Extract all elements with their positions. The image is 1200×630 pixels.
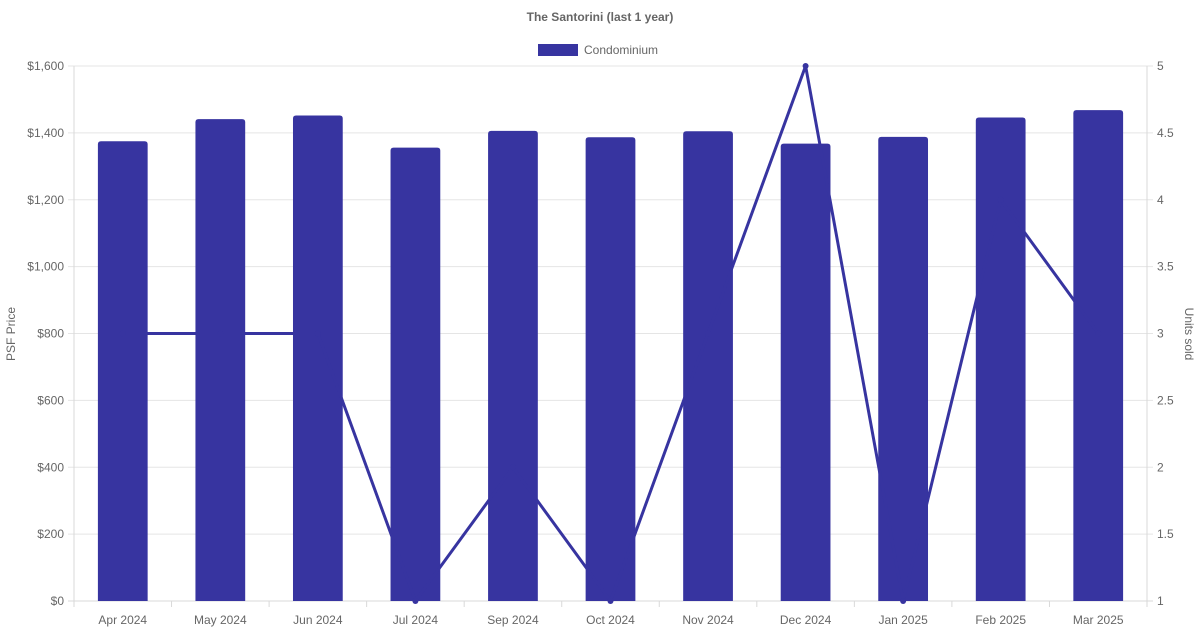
x-tick-label: Jan 2025 xyxy=(878,613,928,627)
y2-tick-label: 4.5 xyxy=(1157,126,1174,140)
bar[interactable] xyxy=(975,117,1026,602)
bar[interactable] xyxy=(390,147,441,601)
y2-tick-label: 1.5 xyxy=(1157,527,1174,541)
bar[interactable] xyxy=(1073,110,1124,601)
bars-layer xyxy=(97,110,1124,602)
line-point[interactable] xyxy=(997,196,1004,203)
chart-title: The Santorini (last 1 year) xyxy=(527,10,674,24)
y-tick-label: $1,000 xyxy=(27,260,64,274)
y2-tick-label: 1 xyxy=(1157,594,1164,608)
line-point[interactable] xyxy=(412,598,419,604)
bar[interactable] xyxy=(97,141,148,601)
y2-tick-label: 3 xyxy=(1157,327,1164,341)
line-layer xyxy=(119,63,1102,604)
x-tick-label: Apr 2024 xyxy=(98,613,147,627)
y2-tick-label: 5 xyxy=(1157,59,1164,73)
y2-tick-label: 2.5 xyxy=(1157,393,1174,407)
x-tick-label: Nov 2024 xyxy=(682,613,734,627)
y2-tick-label: 2 xyxy=(1157,460,1164,474)
line-point[interactable] xyxy=(607,598,614,604)
x-tick-label: Jul 2024 xyxy=(393,613,439,627)
y-tick-label: $400 xyxy=(37,460,64,474)
bar[interactable] xyxy=(683,131,733,601)
x-tick-label: Feb 2025 xyxy=(975,613,1026,627)
bar[interactable] xyxy=(780,143,831,601)
bar[interactable] xyxy=(292,115,343,602)
bar[interactable] xyxy=(878,136,929,601)
y-axis-title: PSF Price xyxy=(4,307,18,361)
bar[interactable] xyxy=(488,130,538,601)
y2-tick-label: 4 xyxy=(1157,193,1164,207)
line-point[interactable] xyxy=(705,330,712,337)
bar[interactable] xyxy=(195,119,246,602)
axes-layer: $0 $200 $400 $600 $800 $1,000 $1,200 $1,400 $1,6… xyxy=(27,59,1174,627)
line-point[interactable] xyxy=(217,330,224,337)
line-point[interactable] xyxy=(1095,330,1102,337)
x-tick-label: Dec 2024 xyxy=(780,613,832,627)
x-tick-label: May 2024 xyxy=(194,613,247,627)
y-tick-label: $1,200 xyxy=(27,193,64,207)
line-point[interactable] xyxy=(314,330,321,337)
y-tick-label: $1,400 xyxy=(27,126,64,140)
line-point[interactable] xyxy=(802,63,809,69)
bar[interactable] xyxy=(585,137,636,602)
legend-swatch-condominium xyxy=(538,44,578,56)
y-tick-label: $800 xyxy=(37,327,64,341)
legend-label-condominium: Condominium xyxy=(584,43,658,57)
line-point[interactable] xyxy=(119,330,126,337)
y-tick-label: $200 xyxy=(37,527,64,541)
x-tick-label: Sep 2024 xyxy=(487,613,539,627)
x-tick-label: Oct 2024 xyxy=(586,613,635,627)
y-tick-label: $600 xyxy=(37,393,64,407)
x-tick-label: Mar 2025 xyxy=(1073,613,1124,627)
line-point[interactable] xyxy=(509,464,516,471)
line-point[interactable] xyxy=(900,598,907,604)
y2-tick-label: 3.5 xyxy=(1157,260,1174,274)
legend[interactable]: Condominium xyxy=(538,43,658,57)
y-tick-label: $0 xyxy=(51,594,65,608)
y2-axis-title: Units sold xyxy=(1182,308,1196,361)
x-tick-label: Jun 2024 xyxy=(293,613,343,627)
y-tick-label: $1,600 xyxy=(27,59,64,73)
